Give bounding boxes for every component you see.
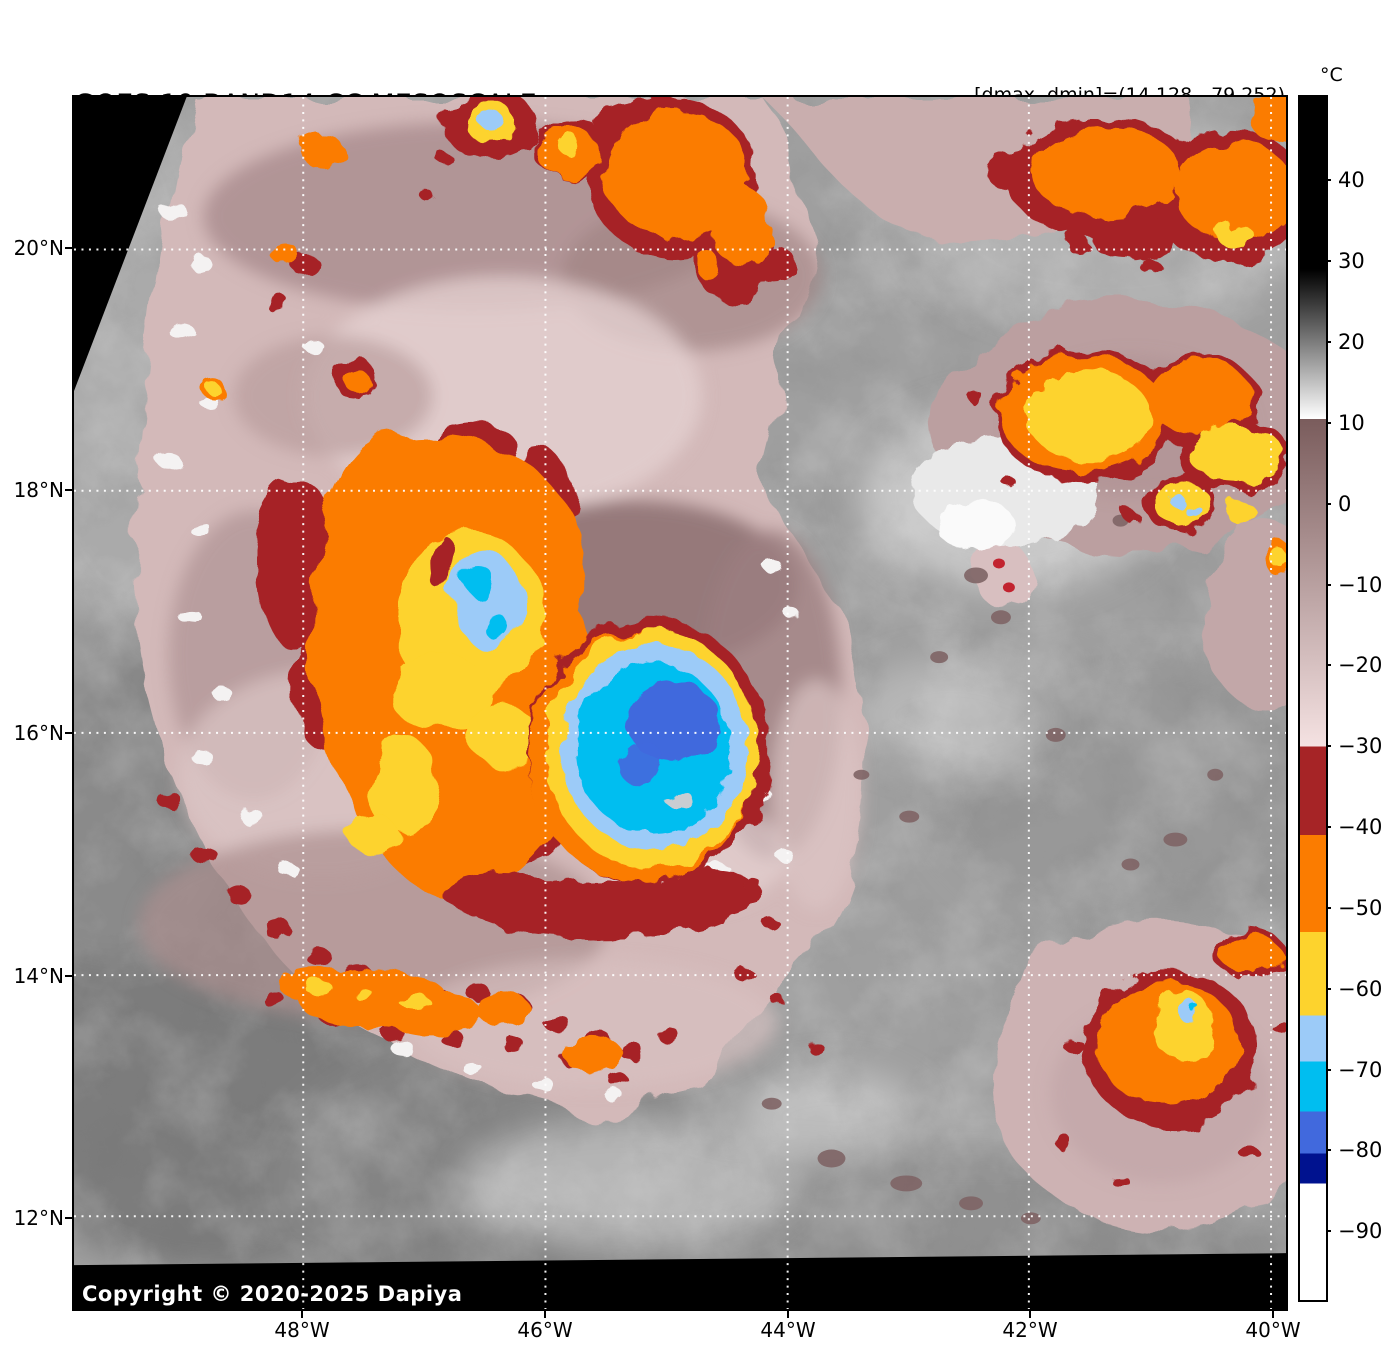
colorbar-tick-label: −20 <box>1338 653 1383 678</box>
y-axis-tick <box>65 489 72 491</box>
satellite-imagery <box>74 97 1286 1309</box>
lat-label-14n: 14°N <box>13 964 64 988</box>
lat-label-16n: 16°N <box>13 721 64 745</box>
colorbar-tick: −30 <box>1326 734 1382 758</box>
colorbar-tick-label: 40 <box>1338 168 1365 193</box>
colorbar-tick: −10 <box>1326 573 1382 597</box>
lat-label-18n: 18°N <box>13 478 64 502</box>
lat-label-20n: 20°N <box>13 236 64 260</box>
colorbar-tick-mark <box>1326 987 1331 990</box>
lon-label-46w: 46°W <box>517 1318 573 1342</box>
colorbar-tick-label: −60 <box>1338 976 1383 1001</box>
x-axis-tick <box>1272 1311 1274 1318</box>
colorbar-tick-label: 10 <box>1338 410 1365 435</box>
colorbar-tick-label: −80 <box>1338 1138 1383 1163</box>
colorbar-tick-label: −30 <box>1338 734 1383 759</box>
colorbar-tick: −60 <box>1326 977 1382 1001</box>
colorbar-tick-mark <box>1326 179 1331 182</box>
colorbar-tick-mark <box>1326 745 1331 748</box>
northern-convection-arc <box>199 97 797 400</box>
y-axis-tick <box>65 732 72 734</box>
colorbar-tick: −80 <box>1326 1138 1382 1162</box>
colorbar-ticks: 40 30 20 10 0 −10 −20 −30 −40 −50 −60 −7… <box>1326 97 1390 1300</box>
colorbar-gradient <box>1300 97 1326 1300</box>
colorbar-unit-label: °C <box>1320 64 1343 86</box>
colorbar-tick: 10 <box>1326 411 1365 435</box>
colorbar-tick: 0 <box>1326 492 1351 516</box>
colorbar-tick: −90 <box>1326 1219 1382 1243</box>
lon-label-44w: 44°W <box>760 1318 816 1342</box>
colorbar-tick-label: −40 <box>1338 815 1383 840</box>
colorbar-tick-mark <box>1326 340 1331 343</box>
colorbar-tick: −40 <box>1326 815 1382 839</box>
colorbar-tick-label: −90 <box>1338 1219 1383 1244</box>
colorbar-tick-mark <box>1326 583 1331 586</box>
colorbar-tick: 20 <box>1326 330 1365 354</box>
colorbar-tick-mark <box>1326 1230 1331 1233</box>
y-axis-tick <box>65 247 72 249</box>
colorbar-tick-label: 30 <box>1338 249 1365 274</box>
southeast-convection-cluster <box>1053 929 1286 1190</box>
lon-label-48w: 48°W <box>274 1318 330 1342</box>
lat-label-12n: 12°N <box>13 1206 64 1230</box>
colorbar-tick-mark <box>1326 421 1331 424</box>
colorbar-tick: −70 <box>1326 1058 1382 1082</box>
northeast-convection-band <box>985 97 1286 275</box>
eastern-convection-cluster <box>968 350 1286 576</box>
colorbar-tick-mark <box>1326 906 1331 909</box>
colorbar-tick-label: −70 <box>1338 1057 1383 1082</box>
colorbar-tick-label: 20 <box>1338 329 1365 354</box>
colorbar-tick: 40 <box>1326 168 1365 192</box>
colorbar-tick-mark <box>1326 1068 1331 1071</box>
southern-rainband <box>156 790 825 1086</box>
colorbar-tick-mark <box>1326 260 1331 263</box>
storm-cdo <box>442 618 771 938</box>
lon-label-42w: 42°W <box>1002 1318 1058 1342</box>
y-axis-tick <box>65 1217 72 1219</box>
temperature-colorbar <box>1298 95 1328 1302</box>
colorbar-tick: −20 <box>1326 653 1382 677</box>
colorbar-tick-mark <box>1326 664 1331 667</box>
low-cloud-debris <box>761 514 1224 1225</box>
colorbar-tick-mark <box>1326 502 1331 505</box>
colorbar-tick: −50 <box>1326 896 1382 920</box>
lon-label-40w: 40°W <box>1245 1318 1301 1342</box>
colorbar-tick-mark <box>1326 826 1331 829</box>
colorbar-tick-label: −10 <box>1338 572 1383 597</box>
copyright-label: Copyright © 2020-2025 Dapiya <box>82 1282 463 1306</box>
x-axis-tick <box>1029 1311 1031 1318</box>
graticule <box>74 97 1286 1309</box>
y-axis-tick <box>65 975 72 977</box>
colorbar-tick-label: −50 <box>1338 895 1383 920</box>
colorbar-tick-label: 0 <box>1338 491 1352 516</box>
x-axis-tick <box>301 1311 303 1318</box>
satellite-map: Copyright © 2020-2025 Dapiya <box>72 95 1288 1311</box>
colorbar-tick: 30 <box>1326 249 1365 273</box>
x-axis-tick <box>544 1311 546 1318</box>
x-axis-tick <box>787 1311 789 1318</box>
colorbar-tick-mark <box>1326 1149 1331 1152</box>
